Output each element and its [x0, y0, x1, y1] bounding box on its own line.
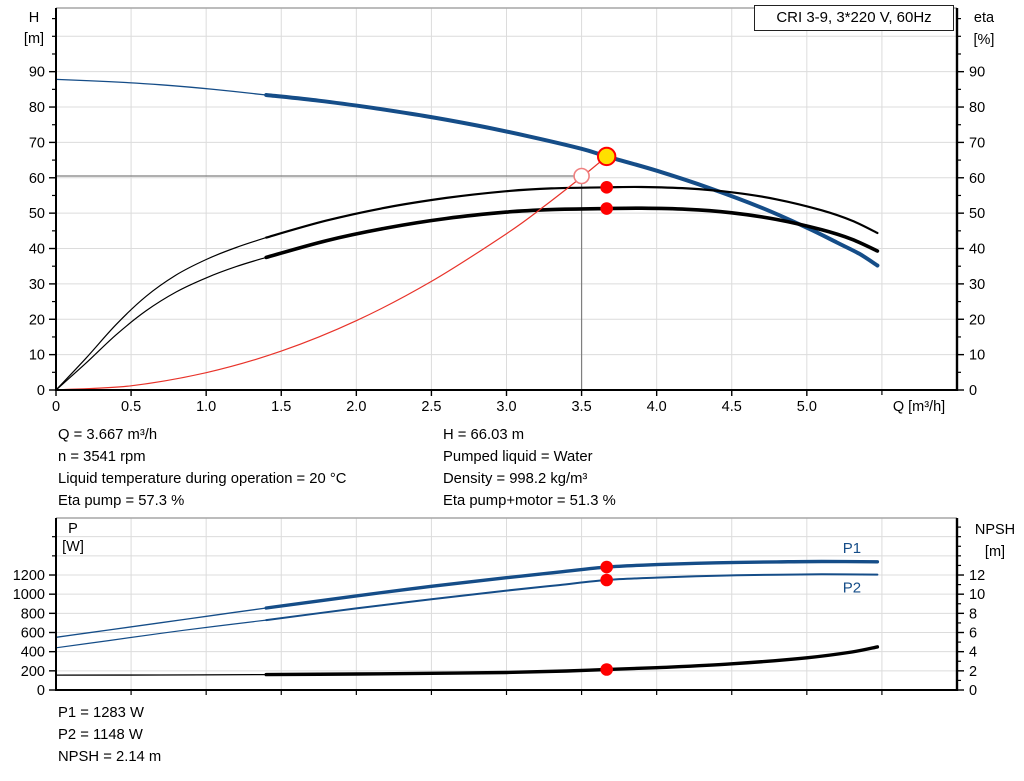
- info-line-head: H = 66.03 m: [443, 427, 525, 443]
- result-line-p2: P2 = 1148 W: [58, 727, 143, 743]
- x-tick-label: 5.0: [797, 399, 817, 415]
- left-tick-label: 50: [29, 206, 45, 222]
- left-axis-title: H: [29, 10, 39, 26]
- info-line-speed: n = 3541 rpm: [58, 449, 146, 465]
- left-axis-unit: [W]: [62, 539, 84, 555]
- left-axis-unit: [m]: [24, 31, 44, 47]
- curve-label-p1: P1: [843, 540, 861, 557]
- right-tick-label: 12: [969, 568, 985, 584]
- right-tick-label: 20: [969, 312, 985, 328]
- p2-curve-thin: [55, 619, 267, 649]
- system-curve: [62, 155, 608, 391]
- right-tick-label: 6: [969, 626, 977, 642]
- right-tick-label: 90: [969, 65, 985, 81]
- right-tick-label: 0: [969, 383, 977, 399]
- info-panel-right: H = 66.03 m Pumped liquid = Water Densit…: [443, 424, 616, 512]
- right-tick-label: 10: [969, 348, 985, 364]
- info-line-liquid: Pumped liquid = Water: [443, 449, 593, 465]
- p1-curve-thin: [55, 607, 267, 638]
- x-tick-label: 0.5: [121, 399, 141, 415]
- results-panel: P1 = 1283 W P2 = 1148 W NPSH = 2.14 m: [58, 702, 161, 768]
- right-tick-label: 2: [969, 664, 977, 680]
- info-line-density: Density = 998.2 kg/m³: [443, 471, 588, 487]
- eta-pump-motor-point: [600, 202, 613, 215]
- left-tick-label: 40: [29, 242, 45, 258]
- right-axis-title: NPSH: [975, 522, 1015, 538]
- left-tick-label: 200: [21, 664, 45, 680]
- x-tick-label: 4.0: [647, 399, 667, 415]
- right-tick-label: 8: [969, 606, 977, 622]
- p1-point: [600, 560, 613, 574]
- x-tick-label: 3.5: [571, 399, 591, 415]
- left-tick-label: 10: [29, 348, 45, 364]
- pump-curve-thin: [55, 78, 267, 96]
- left-tick-label: 70: [29, 135, 45, 151]
- left-tick-label: 60: [29, 171, 45, 187]
- right-tick-label: 80: [969, 100, 985, 116]
- info-line-eta-pump: Eta pump = 57.3 %: [58, 493, 185, 509]
- left-tick-label: 20: [29, 312, 45, 328]
- left-tick-label: 0: [37, 683, 45, 699]
- duty-point[interactable]: [596, 146, 617, 167]
- x-tick-label: 1.5: [271, 399, 291, 415]
- eta-pump-motor-curve-thin: [55, 256, 267, 391]
- right-tick-label: 60: [969, 171, 985, 187]
- right-tick-label: 40: [969, 242, 985, 258]
- right-tick-label: 30: [969, 277, 985, 293]
- eta-pump-point: [600, 181, 613, 194]
- x-tick-label: 1.0: [196, 399, 216, 415]
- left-tick-label: 30: [29, 277, 45, 293]
- info-line-temperature: Liquid temperature during operation = 20…: [58, 471, 347, 487]
- left-tick-label: 1000: [13, 587, 45, 603]
- x-tick-label: 0: [52, 399, 60, 415]
- right-axis-title: eta: [974, 10, 995, 26]
- left-tick-label: 600: [21, 626, 45, 642]
- x-tick-label: 4.5: [722, 399, 742, 415]
- info-line-flow: Q = 3.667 m³/h: [58, 427, 158, 443]
- power-npsh-chart[interactable]: 0 200 400 600 800 1000 1200 0 2 4 6 8 10 12 P [W] NPSH [m…: [0, 512, 1024, 704]
- left-tick-label: 90: [29, 65, 45, 81]
- left-tick-label: 80: [29, 100, 45, 116]
- right-tick-label: 0: [969, 683, 977, 699]
- pump-model-badge: CRI 3-9, 3*220 V, 60Hz: [754, 5, 954, 31]
- curve-label-p2: P2: [843, 579, 861, 596]
- left-tick-label: 800: [21, 606, 45, 622]
- right-tick-label: 4: [969, 645, 977, 661]
- info-panel-left: Q = 3.667 m³/h n = 3541 rpm Liquid tempe…: [58, 424, 346, 512]
- hq-eta-chart[interactable]: 0 10 20 30 40 50 60 70 80 90 0 10 20 30 40 50 60 70 80 90 0 0…: [0, 0, 1024, 418]
- info-line-eta-pump-motor: Eta pump+motor = 51.3 %: [443, 493, 616, 509]
- left-tick-label: 1200: [13, 568, 45, 584]
- right-axis-unit: [m]: [985, 544, 1005, 560]
- npsh-point: [600, 663, 613, 676]
- eta-pump-motor-curve: [264, 206, 880, 260]
- left-tick-label: 400: [21, 645, 45, 661]
- right-tick-label: 10: [969, 587, 985, 603]
- right-axis-unit: [%]: [974, 32, 995, 48]
- result-line-p1: P1 = 1283 W: [58, 705, 144, 721]
- x-tick-label: 2.0: [346, 399, 366, 415]
- eta-pump-curve-thin: [55, 237, 267, 391]
- result-line-npsh: NPSH = 2.14 m: [58, 749, 162, 765]
- left-axis-title: P: [68, 521, 78, 537]
- right-tick-label: 50: [969, 206, 985, 222]
- x-tick-label: 2.5: [421, 399, 441, 415]
- specified-duty-point: [573, 167, 590, 185]
- npsh-curve-thin: [55, 673, 267, 676]
- right-tick-label: 70: [969, 135, 985, 151]
- p2-point: [600, 573, 613, 587]
- left-tick-label: 0: [37, 383, 45, 399]
- eta-pump-curve: [265, 185, 879, 239]
- x-tick-label: 3.0: [496, 399, 516, 415]
- x-axis-title: Q [m³/h]: [893, 399, 945, 415]
